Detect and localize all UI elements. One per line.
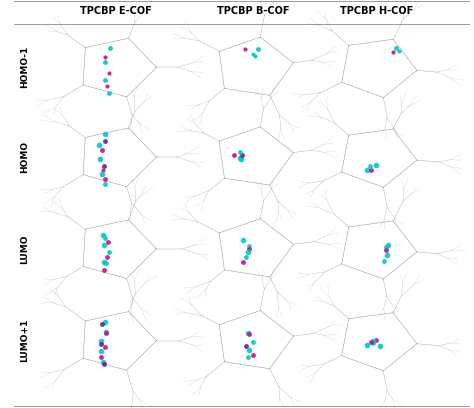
Text: LUMO: LUMO [21,234,29,264]
Text: LUMO+1: LUMO+1 [21,319,29,362]
Text: TPCBP B-COF: TPCBP B-COF [218,7,290,16]
Text: HOMO: HOMO [21,141,29,173]
Text: TPCBP H-COF: TPCBP H-COF [340,7,413,16]
Text: TPCBP E-COF: TPCBP E-COF [80,7,152,16]
Text: HOMO-1: HOMO-1 [21,46,29,89]
